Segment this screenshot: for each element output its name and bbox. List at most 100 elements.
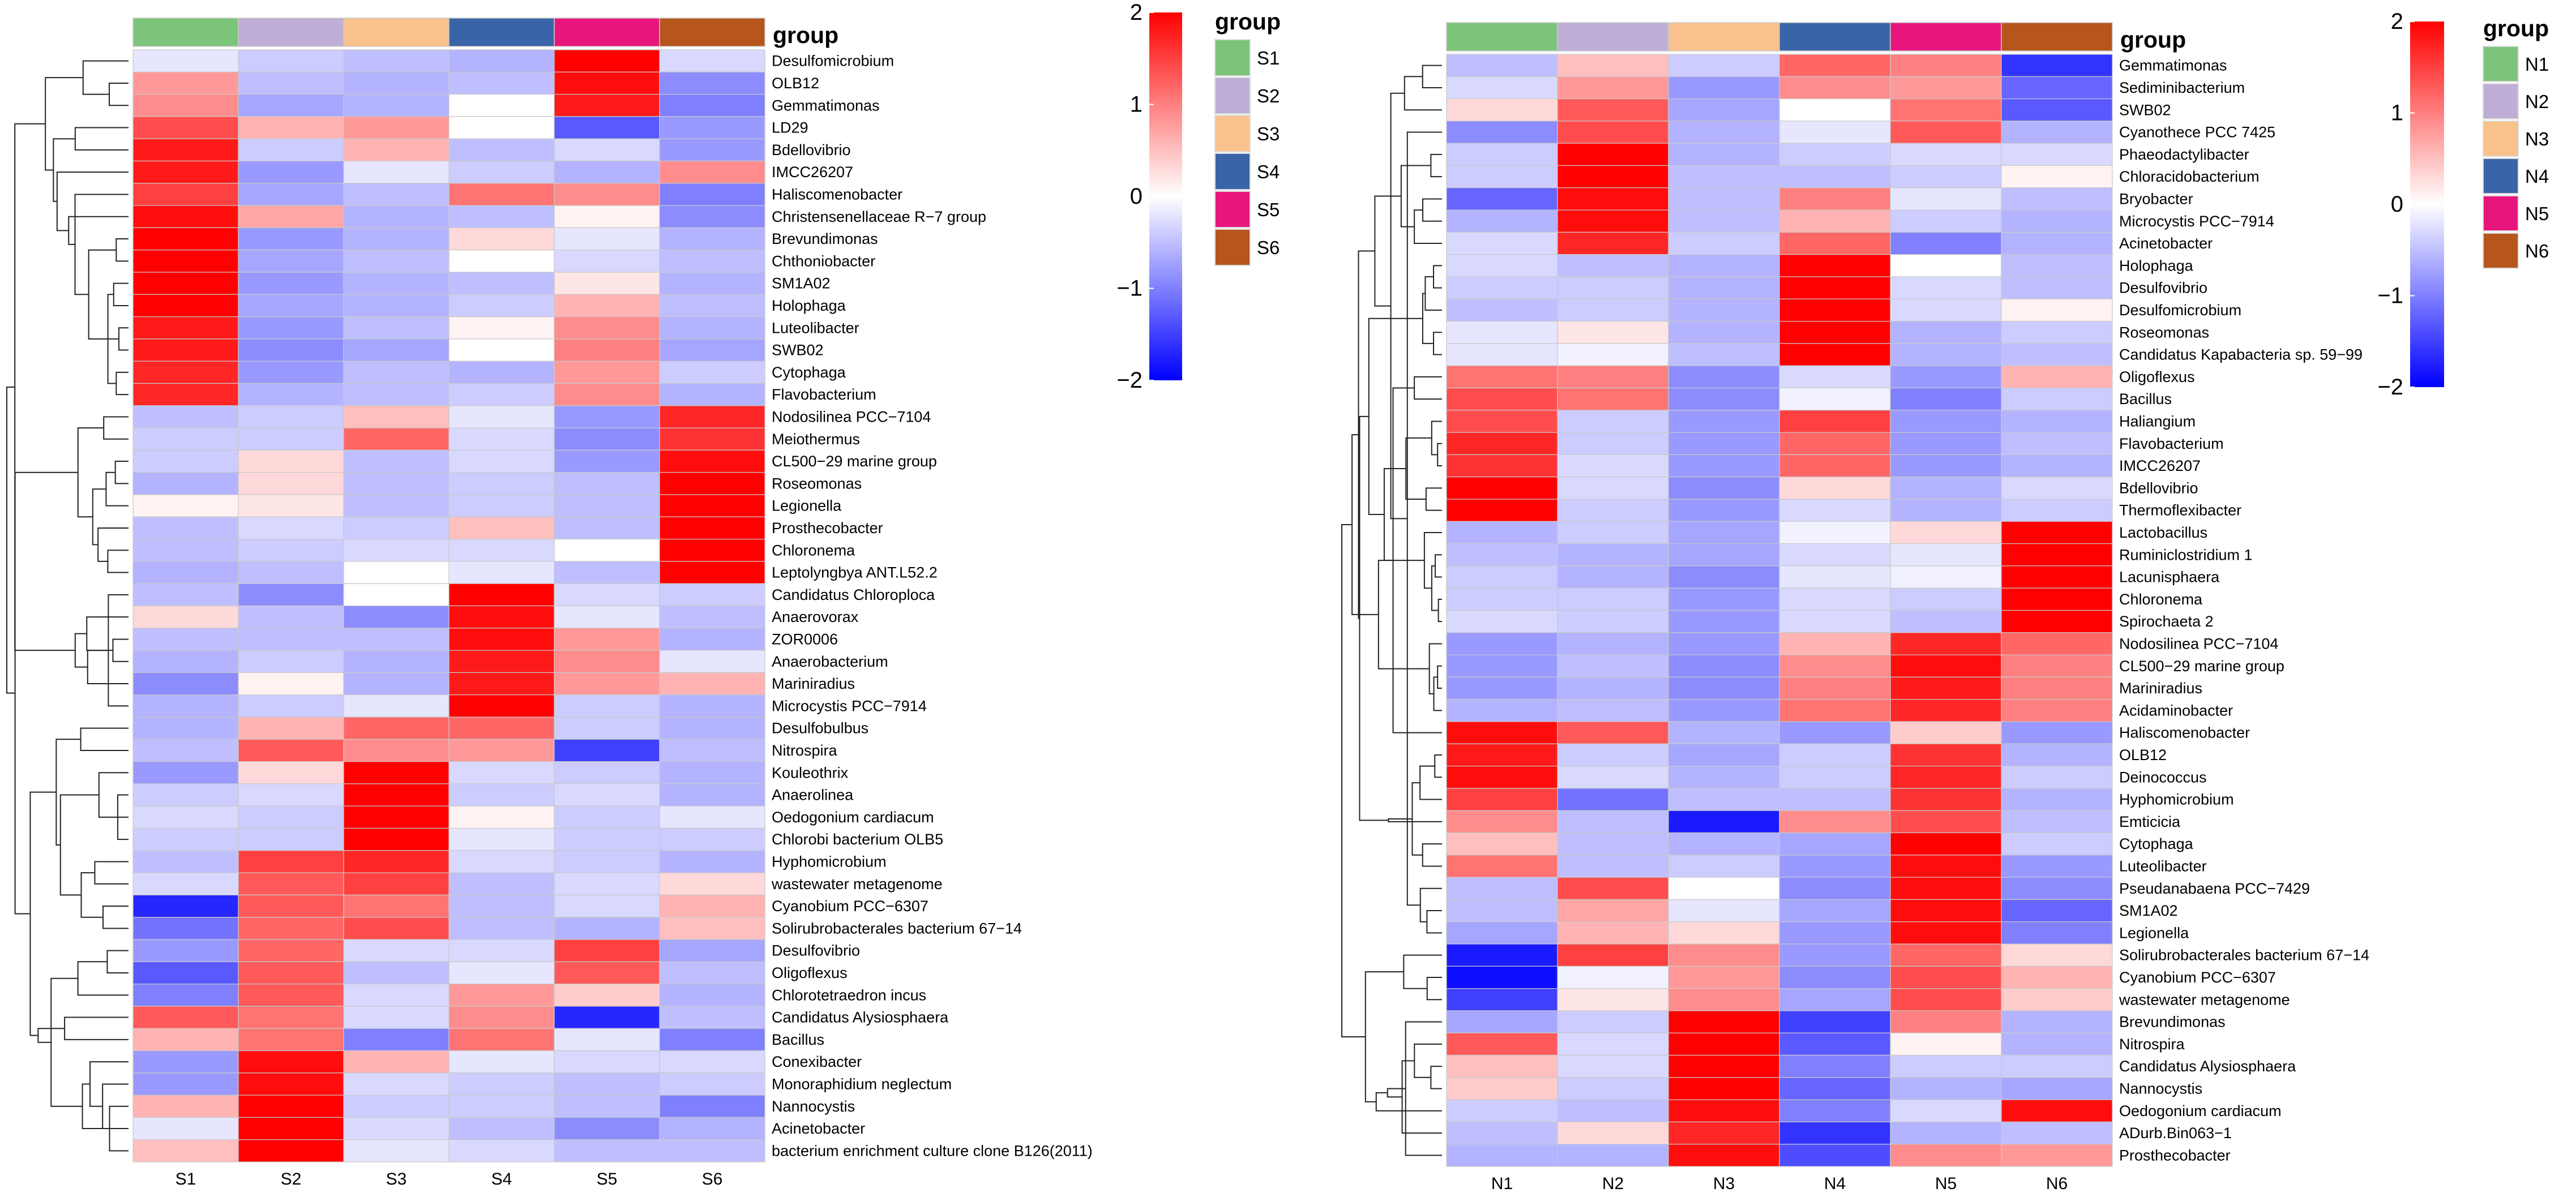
heatmap-cell — [1779, 743, 1891, 767]
heatmap-cell — [554, 116, 660, 139]
row-label: Candidatus Chloroploca — [772, 586, 935, 603]
heatmap-cell — [554, 872, 660, 895]
dendrogram-branch — [1368, 318, 1423, 516]
heatmap-cell — [1779, 343, 1891, 366]
heatmap-cell — [132, 49, 239, 72]
heatmap-cell — [1446, 1144, 1558, 1167]
row-label: Deinococcus — [2119, 769, 2207, 786]
heatmap-cell — [1890, 543, 2002, 567]
row-label: Chloracidobacterium — [2119, 168, 2260, 185]
heatmap-cell — [2001, 165, 2113, 188]
dendrogram-branch — [1414, 209, 1442, 244]
heatmap-cell — [448, 361, 555, 384]
heatmap-cell — [448, 449, 555, 473]
heatmap-cell — [448, 583, 555, 607]
heatmap-cell — [659, 827, 765, 851]
column-label-S5: S5 — [597, 1170, 618, 1189]
heatmap-cell — [659, 516, 765, 540]
heatmap-cell — [343, 494, 450, 517]
row-label: wastewater metagenome — [2119, 991, 2290, 1008]
heatmap-cell — [132, 183, 239, 206]
heatmap-cell — [1668, 165, 1780, 188]
legend-label-N2: N2 — [2525, 91, 2549, 112]
heatmap-cell — [2001, 499, 2113, 522]
dendrogram-branch — [86, 616, 129, 651]
heatmap-cell — [1779, 410, 1891, 433]
dendrogram-branch — [1422, 293, 1434, 344]
heatmap-cell — [659, 71, 765, 95]
row-label: Conexibacter — [772, 1053, 862, 1070]
row-label: Desulfobulbus — [772, 720, 868, 737]
heatmap-cell — [554, 1028, 660, 1052]
heatmap-cell — [448, 1072, 555, 1096]
heatmap-cell — [659, 94, 765, 117]
heatmap-cell — [1668, 855, 1780, 878]
heatmap-cell — [238, 583, 344, 607]
dendrogram-branch — [112, 638, 129, 662]
row-label: Roseomonas — [2119, 324, 2209, 341]
heatmap-cell — [659, 917, 765, 940]
heatmap-cell — [554, 160, 660, 184]
heatmap-cell — [659, 49, 765, 72]
heatmap-cell — [554, 561, 660, 584]
group-legend-title: group — [1215, 8, 1281, 35]
heatmap-cell — [554, 717, 660, 740]
heatmap-cell — [1890, 54, 2002, 77]
row-label: Oedogonium cardiacum — [772, 809, 934, 826]
heatmap-cell — [1446, 943, 1558, 967]
heatmap-cell — [2001, 788, 2113, 811]
heatmap-cell — [1668, 387, 1780, 411]
heatmap-cell — [1668, 1121, 1780, 1145]
row-label: Luteolibacter — [772, 319, 859, 336]
row-label: Candidatus Alysiosphaera — [772, 1009, 949, 1026]
row-label: Solirubrobacterales bacterium 67−14 — [2119, 947, 2369, 964]
dendrogram-branch — [1433, 265, 1442, 289]
group-strip-S5 — [554, 18, 660, 47]
dendrogram-branch — [1431, 421, 1442, 456]
heatmap-cell — [1779, 521, 1891, 544]
heatmap-cell — [1557, 276, 1669, 299]
heatmap-cell — [1668, 1054, 1780, 1078]
heatmap-cell — [554, 983, 660, 1007]
heatmap-cell — [2001, 1032, 2113, 1056]
heatmap-cell — [448, 160, 555, 184]
heatmap-cell — [1446, 543, 1558, 567]
heatmap-cell — [1890, 565, 2002, 589]
heatmap-cell — [1557, 1077, 1669, 1100]
legend-label-N6: N6 — [2525, 241, 2549, 261]
heatmap-cell — [1557, 899, 1669, 923]
legend-swatch-N4 — [2483, 158, 2519, 194]
heatmap-cell — [1779, 432, 1891, 455]
row-label: Haliscomenobacter — [2119, 724, 2250, 741]
heatmap-cell — [1668, 365, 1780, 389]
heatmap-cell — [238, 472, 344, 495]
heatmap-cell — [2001, 121, 2113, 144]
row-label: Brevundimonas — [772, 230, 878, 247]
heatmap-cell — [659, 672, 765, 696]
heatmap-cell — [448, 94, 555, 117]
heatmap-cell — [1557, 1121, 1669, 1145]
heatmap-cell — [1446, 187, 1558, 211]
heatmap-cell — [554, 605, 660, 629]
heatmap-cell — [1446, 721, 1558, 744]
heatmap-cell — [448, 739, 555, 762]
heatmap-cell — [238, 494, 344, 517]
heatmap-cell — [659, 1050, 765, 1074]
row-label: Bacillus — [772, 1031, 824, 1048]
heatmap-cell — [1557, 921, 1669, 945]
heatmap-cell — [554, 672, 660, 696]
column-label-N6: N6 — [2046, 1174, 2068, 1193]
heatmap-cell — [1668, 209, 1780, 233]
heatmap-cell — [238, 739, 344, 762]
heatmap-cell — [659, 717, 765, 740]
heatmap-cell — [2001, 1144, 2113, 1167]
heatmap-cell — [1446, 699, 1558, 722]
dendrogram-branch — [92, 488, 106, 546]
heatmap-cell — [2001, 943, 2113, 967]
column-label-S2: S2 — [281, 1170, 302, 1189]
heatmap-cell — [554, 383, 660, 406]
heatmap-cell — [343, 449, 450, 473]
heatmap-cell — [1557, 187, 1669, 211]
row-label: Oligoflexus — [772, 964, 848, 981]
row-label: Meiothermus — [772, 431, 860, 448]
